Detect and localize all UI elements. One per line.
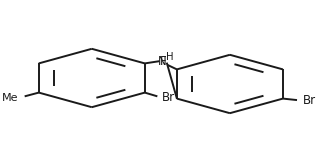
Text: Br: Br [162, 91, 175, 104]
Text: Me: Me [2, 93, 18, 103]
Text: Br: Br [303, 94, 317, 107]
Text: H: H [166, 52, 174, 62]
Text: F: F [160, 55, 166, 68]
Text: N: N [158, 55, 166, 68]
